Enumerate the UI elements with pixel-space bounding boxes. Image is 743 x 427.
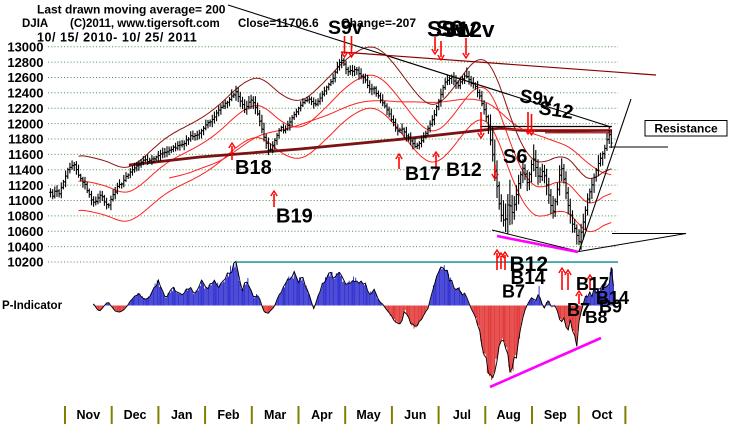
svg-text:B14: B14 <box>511 268 546 289</box>
svg-text:B18: B18 <box>235 157 272 179</box>
svg-text:11000: 11000 <box>8 193 43 208</box>
svg-text:Feb: Feb <box>217 408 240 422</box>
svg-text:Resistance: Resistance <box>654 122 718 136</box>
svg-text:S9v: S9v <box>328 17 363 39</box>
svg-text:May: May <box>356 408 380 422</box>
svg-text:B9: B9 <box>599 297 622 317</box>
svg-text:Sep: Sep <box>544 408 567 422</box>
svg-text:10800: 10800 <box>7 209 43 224</box>
svg-text:10400: 10400 <box>7 239 43 254</box>
svg-text:S9v: S9v <box>436 16 477 41</box>
svg-text:S9v: S9v <box>427 17 468 42</box>
svg-text:10200: 10200 <box>7 255 43 270</box>
svg-text:Mar: Mar <box>264 408 286 422</box>
svg-text:DJIA: DJIA <box>22 18 48 30</box>
svg-text:11800: 11800 <box>8 132 43 147</box>
svg-text:Jul: Jul <box>453 408 471 422</box>
svg-text:Nov: Nov <box>77 408 101 422</box>
svg-text:13000: 13000 <box>7 39 43 54</box>
svg-text:S6: S6 <box>503 146 527 168</box>
svg-text:Change=-207: Change=-207 <box>341 16 416 30</box>
svg-text:B12: B12 <box>510 253 549 276</box>
svg-text:12400: 12400 <box>7 86 43 101</box>
svg-text:10/ 15/ 2010- 10/ 25/ 2011: 10/ 15/ 2010- 10/ 25/ 2011 <box>37 31 197 45</box>
svg-text:12200: 12200 <box>7 101 43 116</box>
svg-text:P-Indicator: P-Indicator <box>2 300 63 312</box>
svg-text:B19: B19 <box>276 206 313 228</box>
svg-text:(C)2011, www.tigersoft.com: (C)2011, www.tigersoft.com <box>70 18 220 30</box>
svg-text:Jan: Jan <box>171 408 193 422</box>
svg-text:S12: S12 <box>537 97 575 124</box>
svg-text:S9v: S9v <box>518 86 555 112</box>
svg-text:11706.6: 11706.6 <box>276 16 319 30</box>
svg-text:Last drawn moving average= 200: Last drawn moving average= 200 <box>37 3 226 17</box>
svg-text:B7: B7 <box>567 300 590 320</box>
svg-text:Dec: Dec <box>124 408 147 422</box>
svg-text:Oct: Oct <box>592 408 614 422</box>
svg-text:B14: B14 <box>596 288 629 308</box>
svg-text:10600: 10600 <box>7 224 43 239</box>
svg-text:Jun: Jun <box>404 408 426 422</box>
svg-text:B12: B12 <box>446 159 482 181</box>
svg-text:12800: 12800 <box>7 55 43 70</box>
svg-text:11400: 11400 <box>8 162 43 177</box>
svg-text:12600: 12600 <box>7 70 43 85</box>
svg-text:Aug: Aug <box>496 408 520 422</box>
svg-text:11600: 11600 <box>8 147 43 162</box>
svg-text:S12v: S12v <box>442 17 495 42</box>
svg-text:B7: B7 <box>502 282 525 302</box>
svg-text:11200: 11200 <box>8 178 43 193</box>
svg-text:Apr: Apr <box>311 408 333 422</box>
svg-text:B8: B8 <box>585 307 608 327</box>
svg-text:B17: B17 <box>405 163 441 185</box>
svg-text:12000: 12000 <box>7 116 43 131</box>
svg-text:B17: B17 <box>576 274 609 294</box>
svg-text:Close=: Close= <box>238 18 276 30</box>
